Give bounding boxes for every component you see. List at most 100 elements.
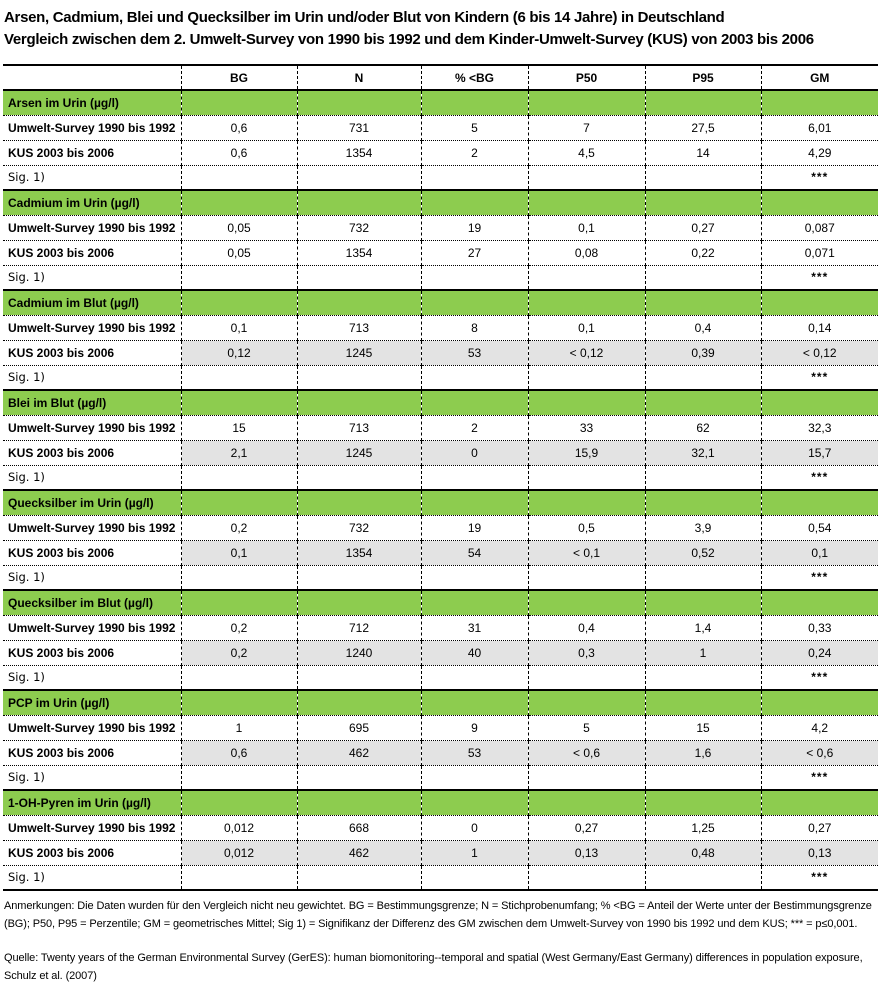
- section-header-cell: [180, 689, 297, 716]
- value-cell: 2: [420, 140, 528, 166]
- value-cell: 33: [527, 415, 645, 441]
- value-cell: 5: [420, 115, 528, 141]
- row-label: Sig. 1): [3, 465, 181, 491]
- section-header-cell: [527, 289, 645, 316]
- value-cell: 4,2: [760, 715, 878, 741]
- value-cell: 0,071: [760, 240, 878, 266]
- value-cell: [644, 165, 761, 191]
- sig-row: Sig. 1) ***: [3, 465, 878, 491]
- row-label: Umwelt-Survey 1990 bis 1992: [3, 315, 181, 341]
- page-title: Arsen, Cadmium, Blei und Quecksilber im …: [4, 7, 878, 51]
- value-cell: [644, 665, 761, 691]
- value-cell: [296, 565, 421, 591]
- data-row: KUS 2003 bis 2006 0,1 1354 54 < 0,1 0,52 0,1: [3, 540, 878, 566]
- value-cell: ***: [760, 465, 878, 491]
- survey-table: BG N % <BG P50 P95 GM Arsen im Urin (µg/…: [3, 64, 878, 891]
- value-cell: 0,6: [180, 115, 297, 141]
- value-cell: 0,27: [644, 215, 761, 241]
- data-row: KUS 2003 bis 2006 0,6 1354 2 4,5 14 4,29: [3, 140, 878, 166]
- section-header-cell: [420, 289, 528, 316]
- value-cell: [180, 265, 297, 291]
- value-cell: 15: [644, 715, 761, 741]
- value-cell: 1240: [296, 640, 421, 666]
- value-cell: 7: [527, 115, 645, 141]
- value-cell: [527, 565, 645, 591]
- value-cell: [527, 365, 645, 391]
- value-cell: 0,08: [527, 240, 645, 266]
- data-row: KUS 2003 bis 2006 0,12 1245 53 < 0,12 0,39 < 0…: [3, 340, 878, 366]
- section-header-cell: [420, 189, 528, 216]
- value-cell: [296, 265, 421, 291]
- section-header-cell: [760, 389, 878, 416]
- section-header-cell: [420, 789, 528, 816]
- value-cell: 1: [644, 640, 761, 666]
- value-cell: 0,12: [180, 340, 297, 366]
- header-cell-n: N: [296, 64, 421, 91]
- value-cell: 6,01: [760, 115, 878, 141]
- value-cell: 0,13: [760, 840, 878, 866]
- section-header-cell: [644, 589, 761, 616]
- header-cell-bg: BG: [180, 64, 297, 91]
- value-cell: [420, 165, 528, 191]
- value-cell: 0,27: [527, 815, 645, 841]
- section-header-row: Cadmium im Urin (µg/l): [3, 189, 878, 216]
- value-cell: [420, 765, 528, 791]
- data-row: Umwelt-Survey 1990 bis 1992 0,012 668 0 0,27…: [3, 815, 878, 841]
- value-cell: 0,05: [180, 215, 297, 241]
- section-header-cell: [420, 89, 528, 116]
- value-cell: 1,4: [644, 615, 761, 641]
- value-cell: [180, 865, 297, 891]
- row-label: KUS 2003 bis 2006: [3, 540, 181, 566]
- data-row: KUS 2003 bis 2006 0,05 1354 27 0,08 0,22 0,071: [3, 240, 878, 266]
- section-header-row: 1-OH-Pyren im Urin (µg/l): [3, 789, 878, 816]
- data-row: KUS 2003 bis 2006 0,6 462 53 < 0,6 1,6 < 0,6: [3, 740, 878, 766]
- header-cell-p95: P95: [644, 64, 761, 91]
- section-header-cell: [527, 589, 645, 616]
- section-header-cell: [644, 289, 761, 316]
- section-header-cell: [420, 589, 528, 616]
- section-header-row: PCP im Urin (µg/l): [3, 689, 878, 716]
- value-cell: 0,012: [180, 815, 297, 841]
- row-label: Umwelt-Survey 1990 bis 1992: [3, 715, 181, 741]
- value-cell: [644, 865, 761, 891]
- value-cell: 0,1: [527, 215, 645, 241]
- header-row: BG N % <BG P50 P95 GM: [3, 64, 878, 91]
- value-cell: < 0,6: [760, 740, 878, 766]
- section-header-cell: [644, 689, 761, 716]
- row-label: KUS 2003 bis 2006: [3, 140, 181, 166]
- value-cell: 0: [420, 440, 528, 466]
- data-row: KUS 2003 bis 2006 2,1 1245 0 15,9 32,1 15,7: [3, 440, 878, 466]
- value-cell: ***: [760, 165, 878, 191]
- value-cell: 1: [420, 840, 528, 866]
- row-label: Sig. 1): [3, 665, 181, 691]
- sig-row: Sig. 1) ***: [3, 565, 878, 591]
- section-header-cell: [296, 689, 421, 716]
- section-title: Blei im Blut (µg/l): [3, 389, 181, 416]
- row-label: Umwelt-Survey 1990 bis 1992: [3, 215, 181, 241]
- header-cell-pct-bg: % <BG: [420, 64, 528, 91]
- value-cell: < 0,12: [527, 340, 645, 366]
- sig-row: Sig. 1) ***: [3, 265, 878, 291]
- value-cell: [296, 365, 421, 391]
- value-cell: 14: [644, 140, 761, 166]
- value-cell: 0,05: [180, 240, 297, 266]
- value-cell: 2: [420, 415, 528, 441]
- section-header-cell: [180, 489, 297, 516]
- value-cell: 53: [420, 740, 528, 766]
- value-cell: 0,1: [180, 540, 297, 566]
- value-cell: 712: [296, 615, 421, 641]
- value-cell: [527, 265, 645, 291]
- value-cell: 732: [296, 215, 421, 241]
- section-header-cell: [180, 389, 297, 416]
- value-cell: 31: [420, 615, 528, 641]
- section-header-cell: [644, 489, 761, 516]
- section-header-cell: [760, 189, 878, 216]
- value-cell: 0,087: [760, 215, 878, 241]
- section-header-cell: [420, 489, 528, 516]
- value-cell: [180, 665, 297, 691]
- value-cell: 731: [296, 115, 421, 141]
- row-label: KUS 2003 bis 2006: [3, 740, 181, 766]
- section-header-cell: [180, 89, 297, 116]
- row-label: Umwelt-Survey 1990 bis 1992: [3, 615, 181, 641]
- value-cell: 3,9: [644, 515, 761, 541]
